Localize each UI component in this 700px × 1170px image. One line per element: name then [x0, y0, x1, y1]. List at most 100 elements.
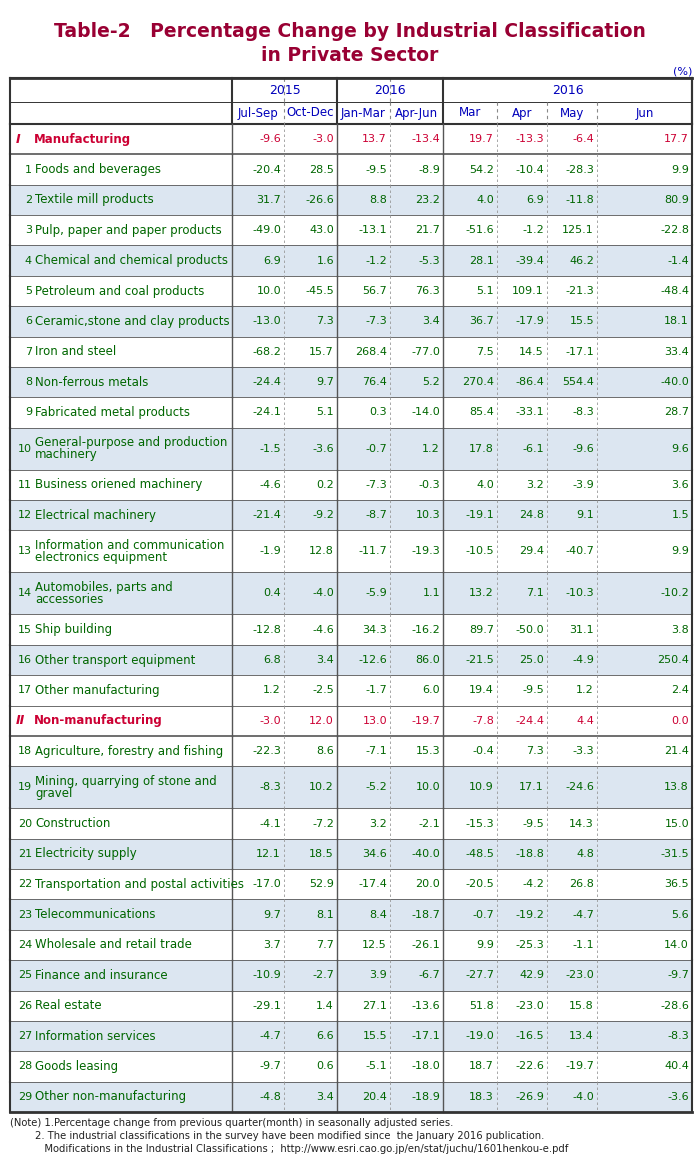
- Text: -2.1: -2.1: [419, 819, 440, 828]
- Text: 15: 15: [18, 625, 32, 634]
- Bar: [10, 645, 692, 675]
- Text: Non-ferrous metals: Non-ferrous metals: [35, 376, 148, 388]
- Text: 6: 6: [25, 316, 32, 326]
- Text: 18.1: 18.1: [664, 316, 689, 326]
- Text: 3.4: 3.4: [422, 316, 440, 326]
- Text: -5.2: -5.2: [365, 783, 387, 792]
- Text: 51.8: 51.8: [469, 1000, 494, 1011]
- Bar: [10, 500, 692, 530]
- Text: 14.0: 14.0: [664, 940, 689, 950]
- Text: -18.7: -18.7: [411, 909, 440, 920]
- Bar: [10, 766, 692, 808]
- Text: 13.8: 13.8: [664, 783, 689, 792]
- Text: -9.7: -9.7: [259, 1061, 281, 1072]
- Text: 10.0: 10.0: [415, 783, 440, 792]
- Text: 40.4: 40.4: [664, 1061, 689, 1072]
- Text: 56.7: 56.7: [363, 285, 387, 296]
- Text: 86.0: 86.0: [415, 655, 440, 665]
- Text: 12.5: 12.5: [363, 940, 387, 950]
- Text: 4: 4: [25, 255, 32, 266]
- Text: machinery: machinery: [35, 448, 98, 461]
- Text: Transportation and postal activities: Transportation and postal activities: [35, 878, 244, 890]
- Text: 10.9: 10.9: [469, 783, 494, 792]
- Text: -1.2: -1.2: [365, 255, 387, 266]
- Text: -4.6: -4.6: [312, 625, 334, 634]
- Text: -19.2: -19.2: [515, 909, 544, 920]
- Text: 0.3: 0.3: [370, 407, 387, 418]
- Bar: [10, 78, 692, 124]
- Text: -13.3: -13.3: [515, 135, 544, 144]
- Bar: [10, 246, 692, 276]
- Text: 29: 29: [18, 1092, 32, 1102]
- Text: 52.9: 52.9: [309, 880, 334, 889]
- Text: -10.9: -10.9: [252, 970, 281, 980]
- Text: Fabricated metal products: Fabricated metal products: [35, 406, 190, 419]
- Text: 3.2: 3.2: [526, 480, 544, 490]
- Text: 21.4: 21.4: [664, 746, 689, 756]
- Text: in Private Sector: in Private Sector: [261, 46, 439, 66]
- Text: 15.0: 15.0: [664, 819, 689, 828]
- Text: 24.8: 24.8: [519, 510, 544, 521]
- Text: 2.4: 2.4: [671, 686, 689, 695]
- Text: 13.4: 13.4: [569, 1031, 594, 1041]
- Text: -86.4: -86.4: [515, 377, 544, 387]
- Text: 1.2: 1.2: [576, 686, 594, 695]
- Text: -24.4: -24.4: [252, 377, 281, 387]
- Text: 31.1: 31.1: [569, 625, 594, 634]
- Text: 8.6: 8.6: [316, 746, 334, 756]
- Text: 250.4: 250.4: [657, 655, 689, 665]
- Text: Jul-Sep: Jul-Sep: [237, 106, 279, 119]
- Text: Agriculture, forestry and fishing: Agriculture, forestry and fishing: [35, 744, 223, 758]
- Text: -4.1: -4.1: [259, 819, 281, 828]
- Text: -25.3: -25.3: [515, 940, 544, 950]
- Text: 89.7: 89.7: [469, 625, 494, 634]
- Text: Wholesale and retail trade: Wholesale and retail trade: [35, 938, 192, 951]
- Text: 3.6: 3.6: [671, 480, 689, 490]
- Text: 15.5: 15.5: [569, 316, 594, 326]
- Text: 6.6: 6.6: [316, 1031, 334, 1041]
- Text: -3.6: -3.6: [312, 443, 334, 454]
- Text: 2: 2: [25, 195, 32, 205]
- Text: -26.9: -26.9: [515, 1092, 544, 1102]
- Text: Table-2   Percentage Change by Industrial Classification: Table-2 Percentage Change by Industrial …: [54, 22, 646, 41]
- Text: -13.0: -13.0: [253, 316, 281, 326]
- Text: -4.9: -4.9: [572, 655, 594, 665]
- Text: -9.2: -9.2: [312, 510, 334, 521]
- Text: -40.7: -40.7: [565, 546, 594, 557]
- Text: 0.4: 0.4: [263, 589, 281, 599]
- Text: 20.4: 20.4: [362, 1092, 387, 1102]
- Text: -4.7: -4.7: [572, 909, 594, 920]
- Text: 19.4: 19.4: [469, 686, 494, 695]
- Text: -16.2: -16.2: [412, 625, 440, 634]
- Text: -7.8: -7.8: [472, 716, 494, 725]
- Text: electronics equipment: electronics equipment: [35, 551, 167, 564]
- Text: 1.2: 1.2: [422, 443, 440, 454]
- Text: 23.2: 23.2: [415, 195, 440, 205]
- Text: May: May: [560, 106, 584, 119]
- Text: 1.1: 1.1: [422, 589, 440, 599]
- Text: -4.2: -4.2: [522, 880, 544, 889]
- Text: Construction: Construction: [35, 817, 111, 830]
- Text: -24.6: -24.6: [565, 783, 594, 792]
- Text: -22.3: -22.3: [252, 746, 281, 756]
- Text: -8.3: -8.3: [573, 407, 594, 418]
- Text: -4.8: -4.8: [259, 1092, 281, 1102]
- Text: -12.6: -12.6: [358, 655, 387, 665]
- Text: 33.4: 33.4: [664, 346, 689, 357]
- Text: 20.0: 20.0: [415, 880, 440, 889]
- Text: General-purpose and production: General-purpose and production: [35, 436, 228, 449]
- Text: -10.3: -10.3: [566, 589, 594, 599]
- Text: 12.8: 12.8: [309, 546, 334, 557]
- Text: 46.2: 46.2: [569, 255, 594, 266]
- Text: -51.6: -51.6: [466, 226, 494, 235]
- Text: 9.9: 9.9: [476, 940, 494, 950]
- Text: 0.6: 0.6: [316, 1061, 334, 1072]
- Text: 3.4: 3.4: [316, 655, 334, 665]
- Bar: [10, 428, 692, 469]
- Text: -17.1: -17.1: [412, 1031, 440, 1041]
- Text: -18.0: -18.0: [412, 1061, 440, 1072]
- Text: -4.6: -4.6: [259, 480, 281, 490]
- Text: -50.0: -50.0: [515, 625, 544, 634]
- Text: -4.7: -4.7: [259, 1031, 281, 1041]
- Text: -12.8: -12.8: [252, 625, 281, 634]
